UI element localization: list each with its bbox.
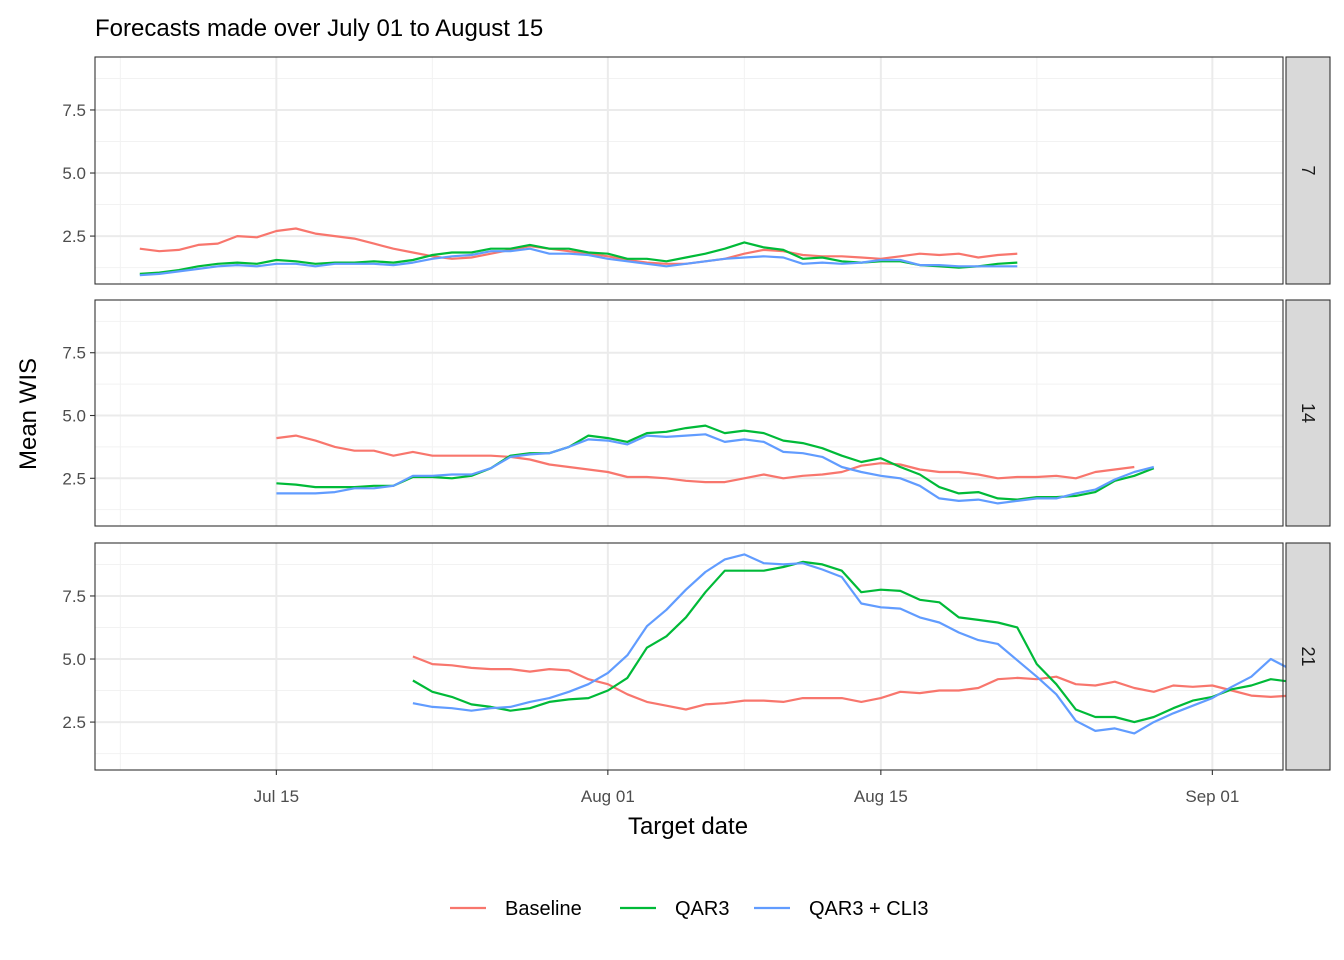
facet-panels: 2.5 5.0 7.5 7 2.5 5.0 7.5 14 2.5 5.0 7.5 21: [62, 56, 1331, 771]
panel-border: [94, 56, 1284, 285]
legend-item-qar3-cli3: QAR3 + CLI3: [754, 898, 929, 920]
y-tick-label: 5.0: [62, 164, 86, 183]
y-tick-label: 7.5: [62, 587, 86, 606]
legend-item-baseline: Baseline: [450, 898, 582, 920]
series-line-qar3: [412, 560, 1291, 724]
facet-panel-7: 2.5 5.0 7.5 7: [62, 56, 1331, 285]
legend-label: QAR3: [675, 898, 729, 920]
y-tick-label: 2.5: [62, 469, 86, 488]
panel-background: [95, 543, 1283, 770]
facet-panel-14: 2.5 5.0 7.5 14: [62, 299, 1331, 527]
facet-strip: 7: [1285, 56, 1331, 285]
series-line-baseline: [412, 655, 1291, 711]
legend-label: QAR3 + CLI3: [809, 898, 929, 920]
series-line-qar3-cli3: [412, 553, 1291, 735]
series-line-qar3: [276, 424, 1155, 501]
y-tick-label: 2.5: [62, 713, 86, 732]
x-axis-title: Target date: [628, 813, 748, 840]
y-tick-label: 5.0: [62, 650, 86, 669]
x-axis: Jul 15 Aug 01 Aug 15 Sep 01: [254, 770, 1239, 806]
facet-strip-background: [1285, 542, 1331, 771]
x-tick-label: Sep 01: [1185, 787, 1239, 806]
facet-strip: 21: [1285, 542, 1331, 771]
series-line-baseline: [139, 227, 1018, 265]
facet-strip-background: [1285, 299, 1331, 527]
facet-strip-background: [1285, 56, 1331, 285]
y-tick-label: 7.5: [62, 101, 86, 120]
legend-item-qar3: QAR3: [620, 898, 729, 920]
series-line-baseline: [276, 434, 1135, 484]
facet-strip-label: 7: [1298, 165, 1318, 175]
x-tick-label: Aug 01: [581, 787, 635, 806]
facet-panel-21: 2.5 5.0 7.5 21: [62, 542, 1331, 771]
chart-title: Forecasts made over July 01 to August 15: [95, 15, 543, 42]
facet-strip-label: 14: [1298, 403, 1318, 423]
panel-border: [94, 542, 1284, 771]
facet-strip: 14: [1285, 299, 1331, 527]
panel-border: [94, 299, 1284, 527]
series-line-qar3-cli3: [139, 247, 1018, 277]
y-tick-label: 7.5: [62, 344, 86, 363]
legend-label: Baseline: [505, 898, 582, 920]
x-tick-label: Aug 15: [854, 787, 908, 806]
y-axis-title: Mean WIS: [15, 358, 42, 470]
facet-strip-label: 21: [1298, 646, 1318, 666]
legend: Baseline QAR3 QAR3 + CLI3: [450, 898, 929, 920]
panel-background: [95, 300, 1283, 526]
y-tick-label: 5.0: [62, 407, 86, 426]
x-tick-label: Jul 15: [254, 787, 299, 806]
panel-background: [95, 57, 1283, 284]
series-line-qar3-cli3: [276, 433, 1155, 505]
y-tick-label: 2.5: [62, 227, 86, 246]
